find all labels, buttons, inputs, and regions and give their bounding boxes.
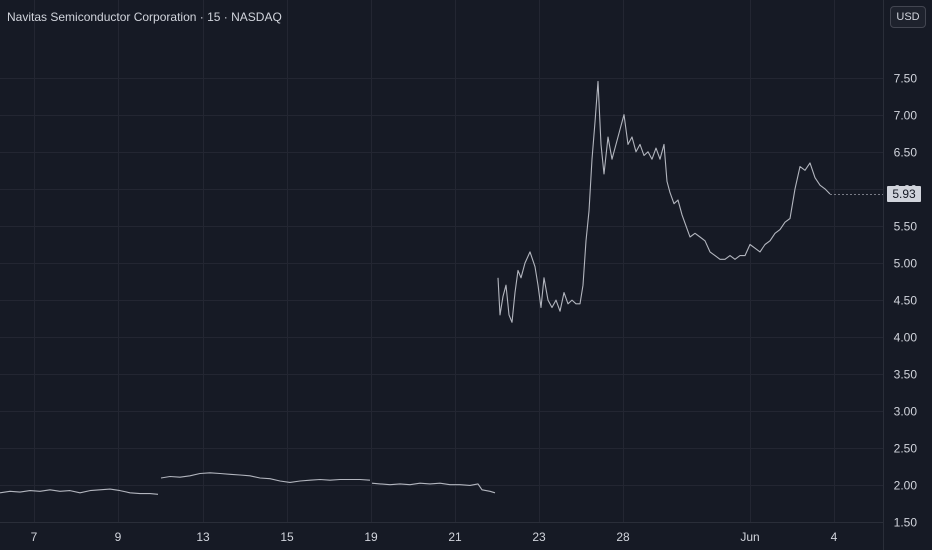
x-tick-label: 28 — [616, 530, 630, 544]
x-tick-label: Jun — [740, 530, 759, 544]
y-tick-label: 6.50 — [894, 146, 918, 160]
y-tick-label: 7.00 — [894, 109, 918, 123]
chart-title: Navitas Semiconductor Corporation · 15 ·… — [7, 10, 282, 24]
y-tick-label: 4.00 — [894, 331, 918, 345]
x-tick-label: 21 — [448, 530, 462, 544]
x-tick-label: 9 — [115, 530, 122, 544]
series-line — [497, 80, 831, 323]
y-tick-label: 7.50 — [894, 72, 918, 86]
price-series — [0, 80, 883, 495]
y-tick-label: 1.50 — [894, 516, 918, 530]
series-line — [371, 482, 496, 494]
series-line — [160, 472, 371, 483]
x-tick-label: 23 — [532, 530, 546, 544]
currency-button[interactable]: USD — [890, 6, 926, 28]
x-tick-label: 4 — [831, 530, 838, 544]
y-tick-label: 2.50 — [894, 442, 918, 456]
x-tick-label: 19 — [364, 530, 378, 544]
y-tick-label: 5.50 — [894, 220, 918, 234]
y-tick-label: 5.00 — [894, 257, 918, 271]
y-tick-label: 3.00 — [894, 405, 918, 419]
y-tick-label: 3.50 — [894, 368, 918, 382]
time-axis[interactable]: 7 9 13 15 19 21 23 28 Jun 4 — [31, 530, 838, 544]
y-tick-label: 2.00 — [894, 479, 918, 493]
grid — [0, 0, 884, 550]
y-tick-label: 4.50 — [894, 294, 918, 308]
last-price-badge: 5.93 — [887, 186, 921, 202]
x-tick-label: 15 — [280, 530, 294, 544]
series-line — [0, 488, 159, 495]
x-tick-label: 7 — [31, 530, 38, 544]
price-axis[interactable]: 1.502.002.503.003.504.004.505.005.506.00… — [894, 72, 918, 530]
x-tick-label: 13 — [196, 530, 210, 544]
